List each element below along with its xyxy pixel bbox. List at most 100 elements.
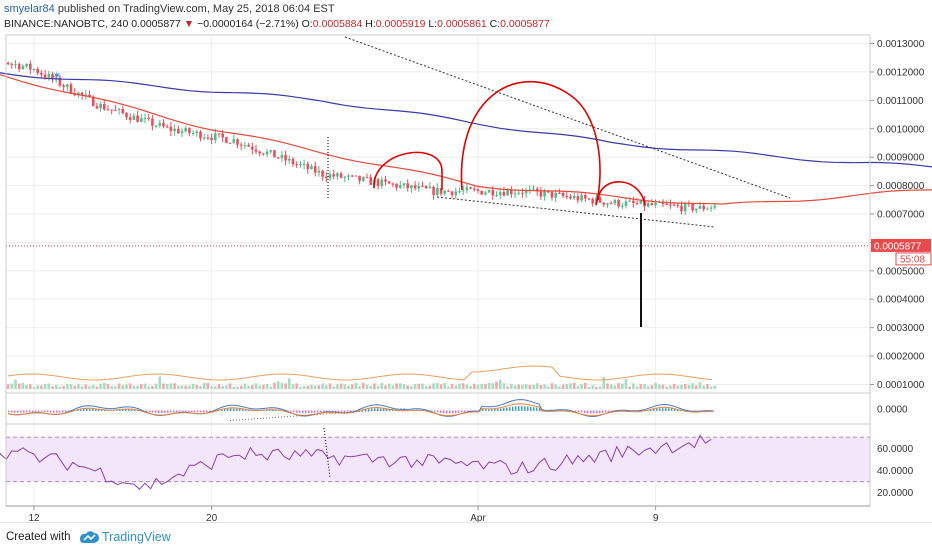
macd-histogram-bar: [434, 410, 436, 412]
volume-bar: [517, 384, 520, 389]
tradingview-brand[interactable]: TradingView: [102, 530, 171, 544]
macd-histogram-bar: [308, 410, 310, 414]
volume-bar: [88, 386, 91, 389]
author-link[interactable]: smyelar84: [4, 3, 55, 15]
macd-histogram-bar: [122, 409, 124, 411]
macd-histogram-bar: [44, 410, 46, 413]
candle-body: [173, 128, 176, 131]
macd-histogram-bar: [242, 408, 244, 411]
candle-body: [280, 154, 284, 158]
candle-body: [602, 202, 606, 205]
candle-body: [199, 131, 202, 139]
volume-bar: [21, 382, 25, 389]
candle-body: [128, 117, 132, 120]
macd-histogram-bar: [515, 406, 517, 411]
macd-histogram-bar: [149, 410, 151, 413]
volume-bar: [125, 384, 128, 389]
candle-body: [99, 103, 102, 109]
macd-histogram-bar: [11, 410, 13, 413]
candle-body: [347, 175, 350, 177]
candle-body: [165, 126, 169, 128]
volume-bar: [151, 385, 154, 389]
macd-histogram-bar: [368, 408, 370, 411]
volume-bar: [510, 384, 513, 389]
ma-fast-line: [0, 73, 932, 205]
volume-bar: [402, 384, 406, 389]
volume-bar: [609, 384, 613, 389]
candle-body: [162, 122, 165, 127]
candle-body: [572, 196, 576, 199]
candle-body: [576, 196, 580, 201]
macd-histogram-bar: [350, 410, 352, 412]
volume-bar: [436, 383, 439, 389]
macd-histogram-bar: [68, 410, 70, 412]
volume-bar: [73, 385, 76, 389]
macd-histogram-bar: [503, 407, 505, 411]
volume-bar: [413, 384, 417, 389]
candle-body: [469, 187, 472, 189]
volume-bar: [291, 384, 295, 389]
volume-bar: [114, 386, 117, 389]
volume-bar: [473, 383, 476, 389]
macd-histogram-bar: [446, 410, 448, 414]
volume-bar: [354, 382, 358, 389]
volume-bar: [432, 383, 435, 389]
candle-body: [598, 197, 602, 203]
price-change: −0.0000164 (−2.71%): [197, 18, 299, 30]
candle-body: [380, 179, 384, 186]
macd-histogram-bar: [608, 410, 610, 412]
macd-histogram-bar: [29, 410, 31, 413]
volume-bar: [595, 386, 598, 389]
macd-histogram-bar: [92, 408, 94, 411]
volume-bar: [154, 383, 158, 389]
macd-histogram-bar: [269, 409, 271, 411]
volume-bar: [62, 385, 65, 389]
y-tick-label: 0.0004000: [877, 295, 925, 306]
low-label: L:: [428, 18, 438, 30]
volume-bar: [54, 385, 58, 389]
macd-histogram-bar: [197, 410, 199, 413]
macd-histogram-bar: [599, 410, 601, 414]
candle-body: [580, 195, 583, 201]
candle-body: [14, 63, 17, 65]
candle-body: [558, 192, 561, 194]
candle-body: [402, 183, 406, 186]
volume-bar: [513, 385, 517, 389]
candle-body: [672, 204, 676, 206]
macd-histogram-bar: [611, 410, 613, 412]
ma-slow-line: [0, 72, 932, 168]
candle-body: [51, 74, 54, 80]
candle-body: [25, 63, 28, 67]
macd-histogram-bar: [245, 409, 247, 411]
y-tick-label: 0.0001000: [877, 380, 925, 391]
macd-histogram-bar: [335, 410, 337, 412]
tradingview-logo-icon[interactable]: [78, 529, 100, 545]
candle-body: [91, 96, 95, 107]
macd-histogram-bar: [80, 409, 82, 411]
candle-body: [399, 185, 402, 188]
volume-bar: [672, 383, 676, 389]
y-tick-label: 0.0008000: [877, 181, 925, 192]
candle-body: [302, 163, 306, 165]
x-tick-label: 12: [28, 513, 40, 524]
candle-body: [461, 190, 465, 192]
last-price-tag-label: 0.0005877: [874, 241, 922, 252]
volume-bar: [302, 385, 306, 389]
volume-bar: [399, 383, 402, 389]
macd-histogram-bar: [179, 410, 181, 412]
y-tick-label: 0.0003000: [877, 323, 925, 334]
candle-body: [706, 208, 709, 210]
macd-histogram-bar: [203, 410, 205, 413]
candle-body: [587, 198, 591, 200]
candle-body: [143, 117, 147, 119]
macd-histogram-bar: [311, 410, 313, 413]
x-tick-label: 9: [653, 513, 659, 524]
candle-body: [521, 192, 524, 194]
candle-body: [103, 103, 106, 110]
candle-body: [613, 199, 617, 204]
macd-histogram-bar: [512, 406, 514, 411]
candle-body: [36, 68, 39, 73]
volume-bar: [343, 384, 347, 389]
candle-body: [80, 92, 84, 95]
macd-histogram-bar: [323, 410, 325, 412]
